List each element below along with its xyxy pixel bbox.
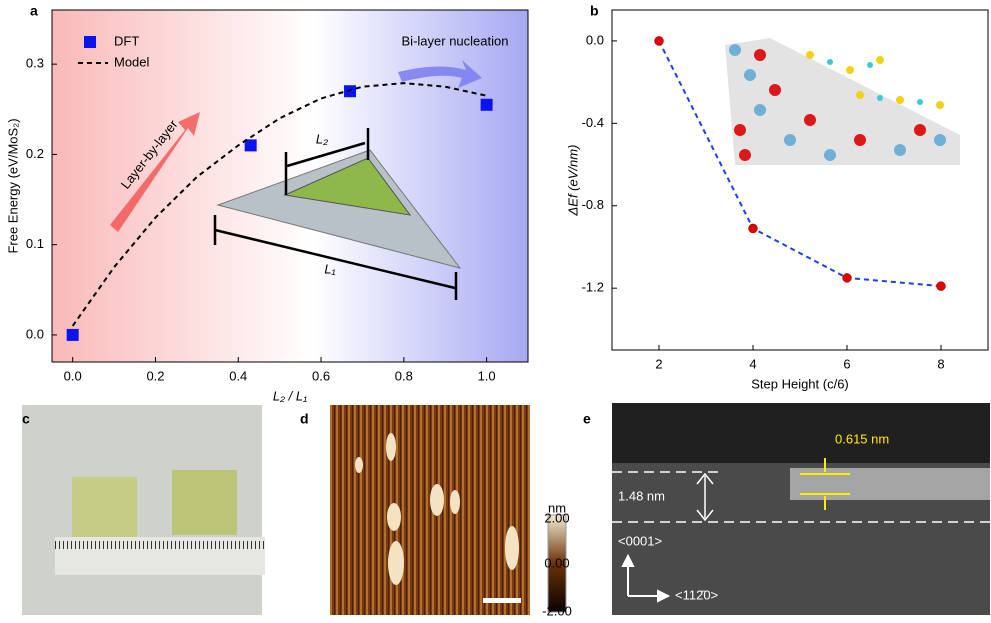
x-tick-label: 0.6 — [312, 368, 330, 383]
marker — [654, 36, 664, 46]
y-axis-label: ΔEf (eV/nm) — [565, 145, 580, 217]
panel-label: e — [583, 411, 591, 427]
colorbar-label: 2.00 — [544, 510, 569, 525]
afm-d — [330, 405, 567, 615]
tem-e — [612, 403, 990, 615]
marker — [480, 98, 493, 111]
x-tick-label: 6 — [843, 356, 850, 371]
photo-c — [22, 405, 265, 615]
annotation: L₁ — [324, 261, 335, 276]
annotation: L₂ — [316, 131, 328, 146]
x-tick-label: 0.2 — [146, 368, 164, 383]
colorbar-label: -2.00 — [542, 603, 572, 618]
y-tick-label: 0.2 — [26, 146, 44, 161]
x-tick-label: 4 — [749, 356, 756, 371]
image-label: 1.48 nm — [618, 488, 665, 503]
colorbar-label: 0.00 — [544, 555, 569, 570]
y-tick-label: -0.8 — [582, 197, 604, 212]
y-tick-label: 0.0 — [586, 32, 604, 47]
plot-frame — [611, 9, 989, 351]
x-tick-label: 0.4 — [229, 368, 247, 383]
legend-label: Model — [114, 54, 150, 69]
y-tick-label: 0.0 — [26, 326, 44, 341]
structure-inset — [725, 38, 960, 165]
arrow-bilayer — [398, 60, 482, 88]
x-tick-label: 8 — [937, 356, 944, 371]
y-tick-label: 0.1 — [26, 236, 44, 251]
triangle-l1 — [216, 149, 462, 269]
x-tick-label: 1.0 — [478, 368, 496, 383]
panel-label: a — [30, 3, 38, 19]
x-tick-label: 0.0 — [64, 368, 82, 383]
marker — [244, 139, 257, 152]
panel-label: d — [300, 411, 309, 427]
marker — [66, 328, 79, 341]
legend-label: DFT — [114, 33, 139, 48]
x-tick-label: 0.8 — [395, 368, 413, 383]
image-label: <112̄0> — [675, 587, 718, 602]
dimension-arrows — [213, 128, 458, 300]
x-axis-label: L₂ / L₁ — [273, 388, 307, 403]
y-tick-label: -0.4 — [582, 115, 604, 130]
marker — [936, 281, 946, 291]
y-tick-label: -1.2 — [582, 280, 604, 295]
annotation: Bi-layer nucleation — [402, 33, 509, 48]
image-label: 0.615 nm — [835, 431, 889, 446]
y-tick-label: 0.3 — [26, 56, 44, 71]
plot-frame — [51, 9, 529, 363]
image-label: <0001> — [618, 533, 662, 548]
marker — [748, 223, 758, 234]
triangle-l2 — [283, 157, 412, 216]
marker — [842, 273, 852, 283]
panel-label: b — [590, 3, 599, 19]
x-tick-label: 2 — [655, 356, 662, 371]
y-axis-label: Free Energy (eV/MoS₂) — [5, 118, 20, 253]
arrow-layer — [110, 112, 200, 232]
colorbar-unit: nm — [548, 500, 566, 515]
legend-marker — [84, 36, 96, 48]
series-line — [658, 40, 942, 288]
x-axis-label: Step Height (c/6) — [751, 376, 849, 391]
panel-label: c — [22, 411, 30, 427]
